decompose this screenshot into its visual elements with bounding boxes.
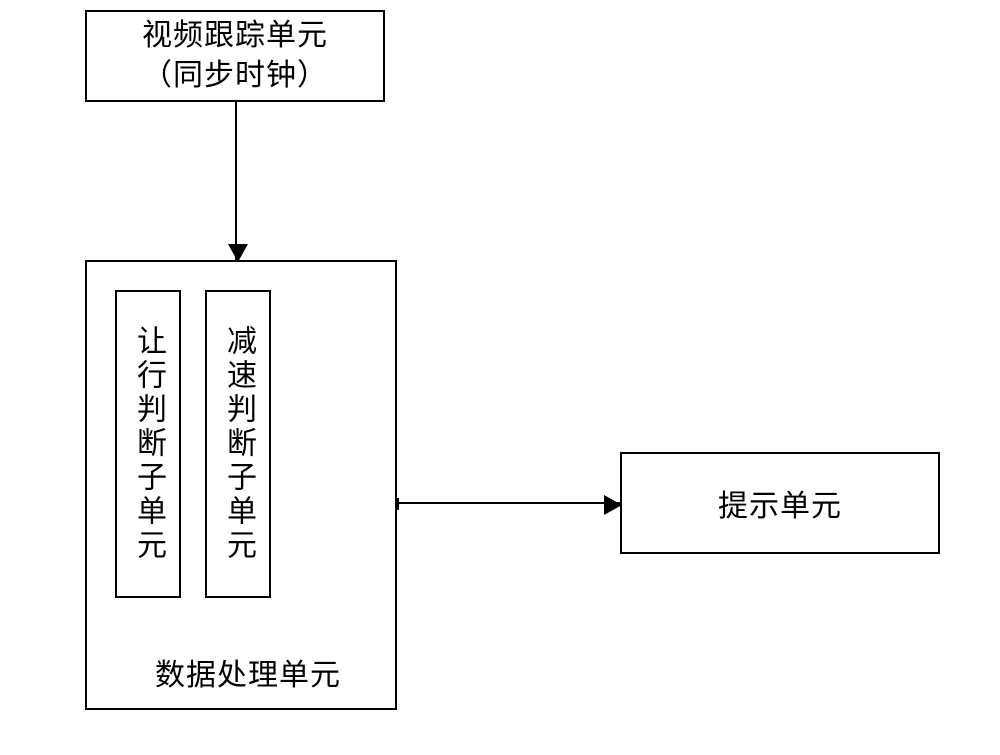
yield-judgement-subunit-label: 让行判断子单元 [133,325,163,563]
diagram-canvas: 视频跟踪单元 （同步时钟） 让行判断子单元 减速判断子单元 数据处理单元 提示单… [0,0,1000,755]
data-processing-unit-label: 数据处理单元 [155,650,341,694]
arrow-dp-to-hint [397,502,620,504]
video-tracking-unit-label-line2: （同步时钟） [142,56,328,97]
hint-unit-box: 提示单元 [620,452,940,554]
deceleration-judgement-subunit-box: 减速判断子单元 [205,290,271,598]
yield-judgement-subunit-box: 让行判断子单元 [115,290,181,598]
video-tracking-unit-label-line1: 视频跟踪单元 [142,16,328,57]
deceleration-judgement-subunit-label: 减速判断子单元 [223,325,253,563]
video-tracking-unit-box: 视频跟踪单元 （同步时钟） [85,10,385,102]
arrow-top-to-dp [235,102,237,260]
hint-unit-label: 提示单元 [718,481,842,525]
